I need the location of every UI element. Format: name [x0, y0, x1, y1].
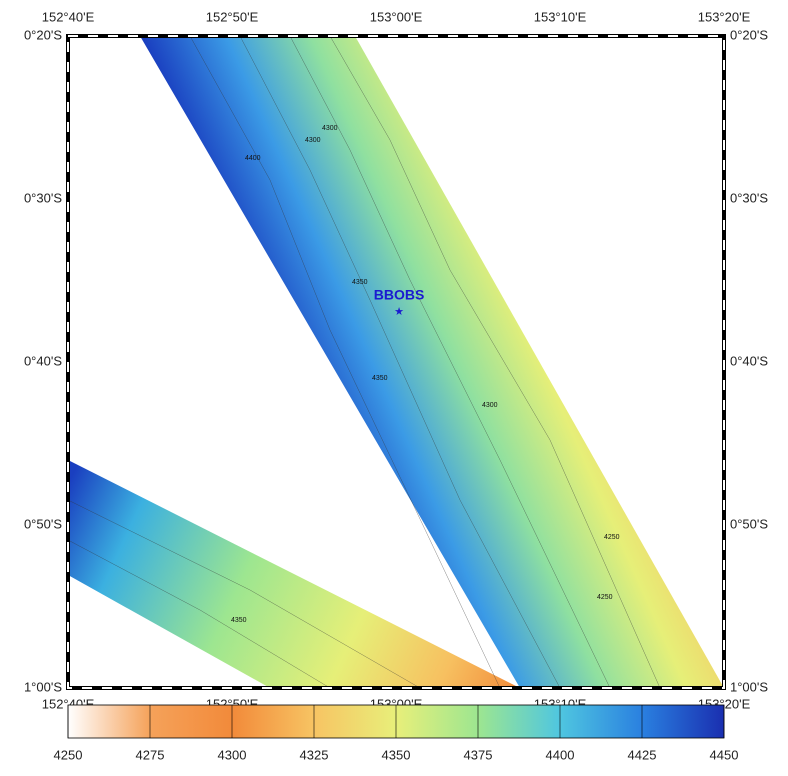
colorbar-ticks: 4250 4275 4300 4325 4350 4375 4400 4425 4450 — [54, 705, 739, 762]
contour-label: 4250 — [597, 594, 613, 601]
y-tick-label: 0°20'S — [24, 27, 62, 42]
contours — [68, 36, 661, 688]
colorbar-tick-label: 4450 — [710, 747, 739, 762]
map-frame — [67, 35, 725, 689]
y-tick-label: 0°30'S — [24, 190, 62, 205]
colorbar-tick-label: 4250 — [54, 747, 83, 762]
y-tick-label: 0°50'S — [730, 516, 768, 531]
colorbar-tick-label: 4325 — [300, 747, 329, 762]
colorbar-tick-label: 4350 — [382, 747, 411, 762]
x-tick-label: 153°00'E — [370, 9, 423, 24]
swath — [68, 460, 520, 688]
y-tick-label: 1°00'S — [730, 679, 768, 694]
contour-label: 4350 — [231, 617, 247, 624]
swath — [140, 36, 724, 688]
contour-label: 4400 — [245, 155, 261, 162]
y-tick-label: 1°00'S — [24, 679, 62, 694]
colorbar-tick-label: 4425 — [628, 747, 657, 762]
contour-label: 4300 — [322, 125, 338, 132]
bathymetry — [68, 36, 724, 688]
contour-label: 4350 — [372, 375, 388, 382]
station-label: BBOBS — [374, 287, 425, 303]
y-tick-label: 0°50'S — [24, 516, 62, 531]
colorbar-tick-label: 4300 — [218, 747, 247, 762]
x-tick-label: 153°20'E — [698, 9, 751, 24]
y-tick-label: 0°30'S — [730, 190, 768, 205]
x-tick-label: 152°40'E — [42, 9, 95, 24]
contour-label: 4300 — [305, 137, 321, 144]
y-tick-label: 0°40'S — [24, 353, 62, 368]
colorbar-tick-label: 4375 — [464, 747, 493, 762]
contour-label: 4300 — [482, 402, 498, 409]
colorbar-tick-label: 4275 — [136, 747, 165, 762]
station-marker: ★ — [394, 306, 404, 318]
y-tick-label: 0°40'S — [730, 353, 768, 368]
contour-label: 4250 — [604, 534, 620, 541]
x-tick-label: 152°50'E — [206, 9, 259, 24]
y-tick-label: 0°20'S — [730, 27, 768, 42]
colorbar-tick-label: 4400 — [546, 747, 575, 762]
contour-label: 4350 — [352, 279, 368, 286]
x-tick-label: 153°10'E — [534, 9, 587, 24]
